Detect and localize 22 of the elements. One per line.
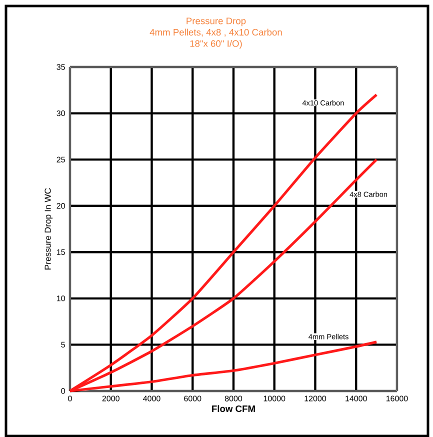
y-tick-label: 5 <box>61 342 65 348</box>
x-axis-title: Flow CFM <box>212 405 255 412</box>
y-axis-title: Pressure Drop In WC <box>44 188 53 270</box>
x-tick-label: 14000 <box>346 396 367 402</box>
x-tick-label: 16000 <box>386 396 408 402</box>
chart-subtitle: 4mm Pellets, 4x8 , 4x10 Carbon <box>150 28 282 37</box>
text: 18"x 60" I/O) <box>190 40 242 49</box>
x-tick-label: 2000 <box>102 396 120 402</box>
y-tick-label: 10 <box>56 296 65 302</box>
y-tick-label: 35 <box>56 64 65 70</box>
y-tick-label: 30 <box>56 110 65 116</box>
y-tick-label: 0 <box>61 388 65 394</box>
x-tick-label: 8000 <box>224 396 242 402</box>
x-tick-label: 4000 <box>143 396 160 402</box>
x-tick-label: 0 <box>68 396 72 402</box>
x-tick-label: 10000 <box>264 396 286 402</box>
x-tick-label: 6000 <box>184 396 202 402</box>
y-tick-label: 20 <box>56 203 65 209</box>
y-tick-label: 25 <box>56 156 65 162</box>
x-tick-label: 12000 <box>304 396 326 402</box>
y-tick-label: 15 <box>56 249 65 255</box>
chart-title: Pressure Drop <box>186 18 246 26</box>
